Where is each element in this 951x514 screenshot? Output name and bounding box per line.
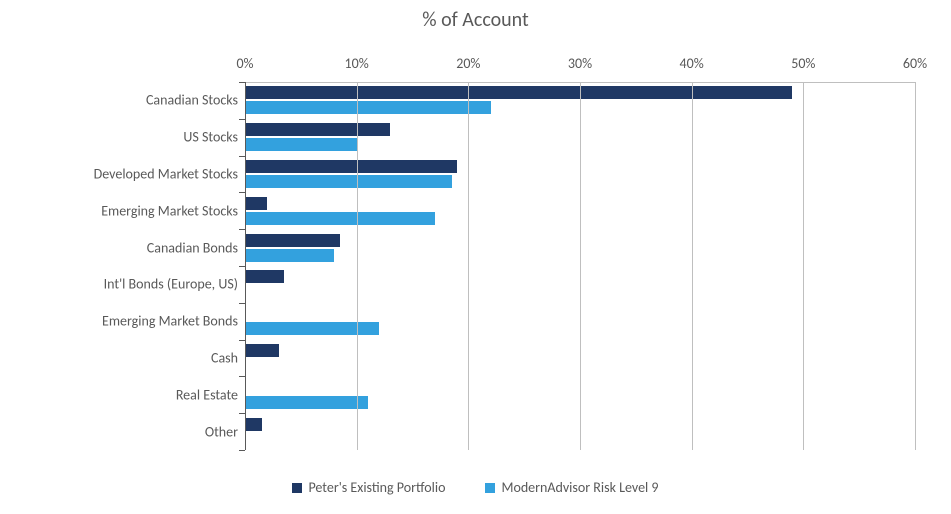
y-tick bbox=[239, 303, 245, 304]
y-category-label: Cash bbox=[211, 350, 238, 367]
bar bbox=[245, 175, 452, 188]
x-tick-label: 60% bbox=[903, 55, 927, 72]
y-category-label: Real Estate bbox=[176, 386, 238, 403]
y-axis-line bbox=[245, 82, 246, 450]
x-tick-label: 40% bbox=[680, 55, 704, 72]
y-tick bbox=[239, 119, 245, 120]
x-tick-label: 30% bbox=[568, 55, 592, 72]
y-tick bbox=[239, 156, 245, 157]
bar bbox=[245, 101, 491, 114]
x-tick-label: 50% bbox=[791, 55, 815, 72]
account-allocation-chart: % of Account 0% 10% 20% 30% 40% 50% 60% Canadi… bbox=[0, 0, 951, 514]
bar bbox=[245, 270, 284, 283]
y-category-label: Developed Market Stocks bbox=[94, 166, 238, 183]
bar bbox=[245, 160, 457, 173]
y-tick bbox=[239, 192, 245, 193]
bar bbox=[245, 396, 368, 409]
bar bbox=[245, 249, 334, 262]
y-category-label: Canadian Stocks bbox=[146, 92, 238, 109]
bar bbox=[245, 234, 340, 247]
y-axis: Canadian Stocks US Stocks Developed Market… bbox=[0, 82, 238, 450]
legend-label-2: ModernAdvisor Risk Level 9 bbox=[501, 479, 658, 496]
grid-line bbox=[915, 82, 916, 450]
y-tick bbox=[239, 82, 245, 83]
grid-line bbox=[580, 82, 581, 450]
grid-line bbox=[357, 82, 358, 450]
bar bbox=[245, 86, 792, 99]
y-category-label: US Stocks bbox=[183, 129, 238, 146]
bar bbox=[245, 322, 379, 335]
bar bbox=[245, 212, 435, 225]
plot-area bbox=[245, 82, 915, 450]
x-axis: 0%10%20%30%40%50%60% bbox=[245, 55, 915, 80]
bar bbox=[245, 138, 357, 151]
y-tick bbox=[239, 229, 245, 230]
bar bbox=[245, 344, 279, 357]
legend-label-1: Peter's Existing Portfolio bbox=[308, 479, 445, 496]
y-tick bbox=[239, 340, 245, 341]
grid-line bbox=[468, 82, 469, 450]
legend: Peter's Existing Portfolio ModernAdvisor… bbox=[0, 479, 951, 496]
bar bbox=[245, 418, 262, 431]
y-category-label: Emerging Market Bonds bbox=[102, 313, 238, 330]
legend-swatch-2 bbox=[485, 483, 495, 493]
legend-swatch-1 bbox=[292, 483, 302, 493]
y-tick bbox=[239, 376, 245, 377]
y-category-label: Canadian Bonds bbox=[147, 239, 238, 256]
y-tick bbox=[239, 413, 245, 414]
y-category-label: Emerging Market Stocks bbox=[101, 202, 238, 219]
grid-line bbox=[803, 82, 804, 450]
legend-item-series-2: ModernAdvisor Risk Level 9 bbox=[485, 479, 658, 496]
x-tick-label: 10% bbox=[345, 55, 369, 72]
y-category-label: Int'l Bonds (Europe, US) bbox=[104, 276, 238, 293]
legend-item-series-1: Peter's Existing Portfolio bbox=[292, 479, 445, 496]
x-tick-label: 0% bbox=[236, 55, 253, 72]
y-tick bbox=[239, 450, 245, 451]
grid-line bbox=[692, 82, 693, 450]
y-tick bbox=[239, 266, 245, 267]
bar bbox=[245, 197, 267, 210]
x-tick-label: 20% bbox=[456, 55, 480, 72]
chart-title: % of Account bbox=[0, 8, 951, 32]
y-category-label: Other bbox=[205, 423, 238, 440]
bar bbox=[245, 123, 390, 136]
